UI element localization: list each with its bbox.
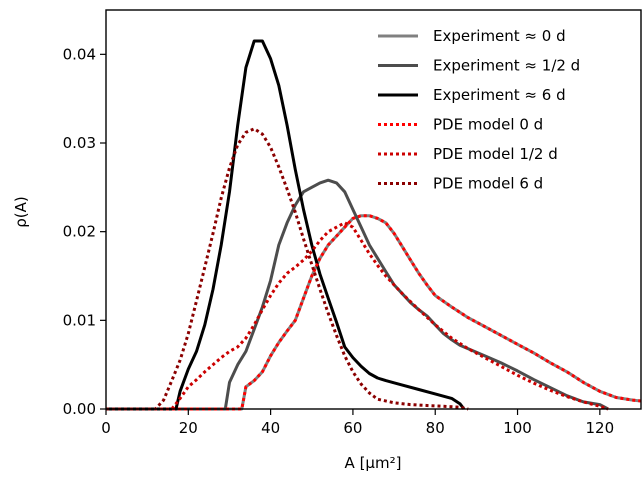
x-tick-label: 0: [101, 419, 111, 437]
series-line-6: [106, 127, 469, 411]
legend-label-5: PDE model 1/2 d: [433, 145, 558, 163]
series-line-1: [106, 214, 642, 411]
legend-label-6: PDE model 6 d: [433, 175, 543, 193]
legend-label-4: PDE model 0 d: [433, 116, 543, 134]
x-tick-label: 80: [426, 419, 445, 437]
series-layer: [106, 39, 642, 411]
y-tick-label: 0.03: [63, 134, 96, 152]
x-tick-label: 100: [503, 419, 532, 437]
plot-frame: [105, 9, 642, 410]
series-line-3: [106, 39, 466, 411]
x-tick-label: 40: [261, 419, 280, 437]
y-tick-label: 0.04: [63, 45, 96, 63]
legend-label-1: Experiment ≈ 0 d: [433, 27, 566, 45]
y-axis-ticks: 0.00 0.01 0.02 0.03 0.04: [63, 45, 106, 418]
series-line-2: [106, 178, 609, 411]
x-tick-label: 20: [179, 419, 198, 437]
x-tick-label: 60: [343, 419, 362, 437]
legend-label-3: Experiment ≈ 6 d: [433, 86, 566, 104]
y-tick-label: 0.02: [63, 223, 96, 241]
x-axis-label: A [μm²]: [345, 454, 402, 472]
y-tick-label: 0.01: [63, 311, 96, 329]
legend: Experiment ≈ 0 d Experiment ≈ 1/2 d Experi…: [378, 27, 580, 193]
x-axis-ticks: 0 20 40 60 80 100 120: [101, 409, 614, 437]
axes-layer: [105, 9, 642, 410]
series-line-5: [106, 221, 609, 411]
legend-label-2: Experiment ≈ 1/2 d: [433, 57, 580, 75]
y-tick-label: 0.00: [63, 400, 96, 418]
x-tick-label: 120: [586, 419, 615, 437]
y-axis-label: ρ(A): [12, 196, 30, 228]
